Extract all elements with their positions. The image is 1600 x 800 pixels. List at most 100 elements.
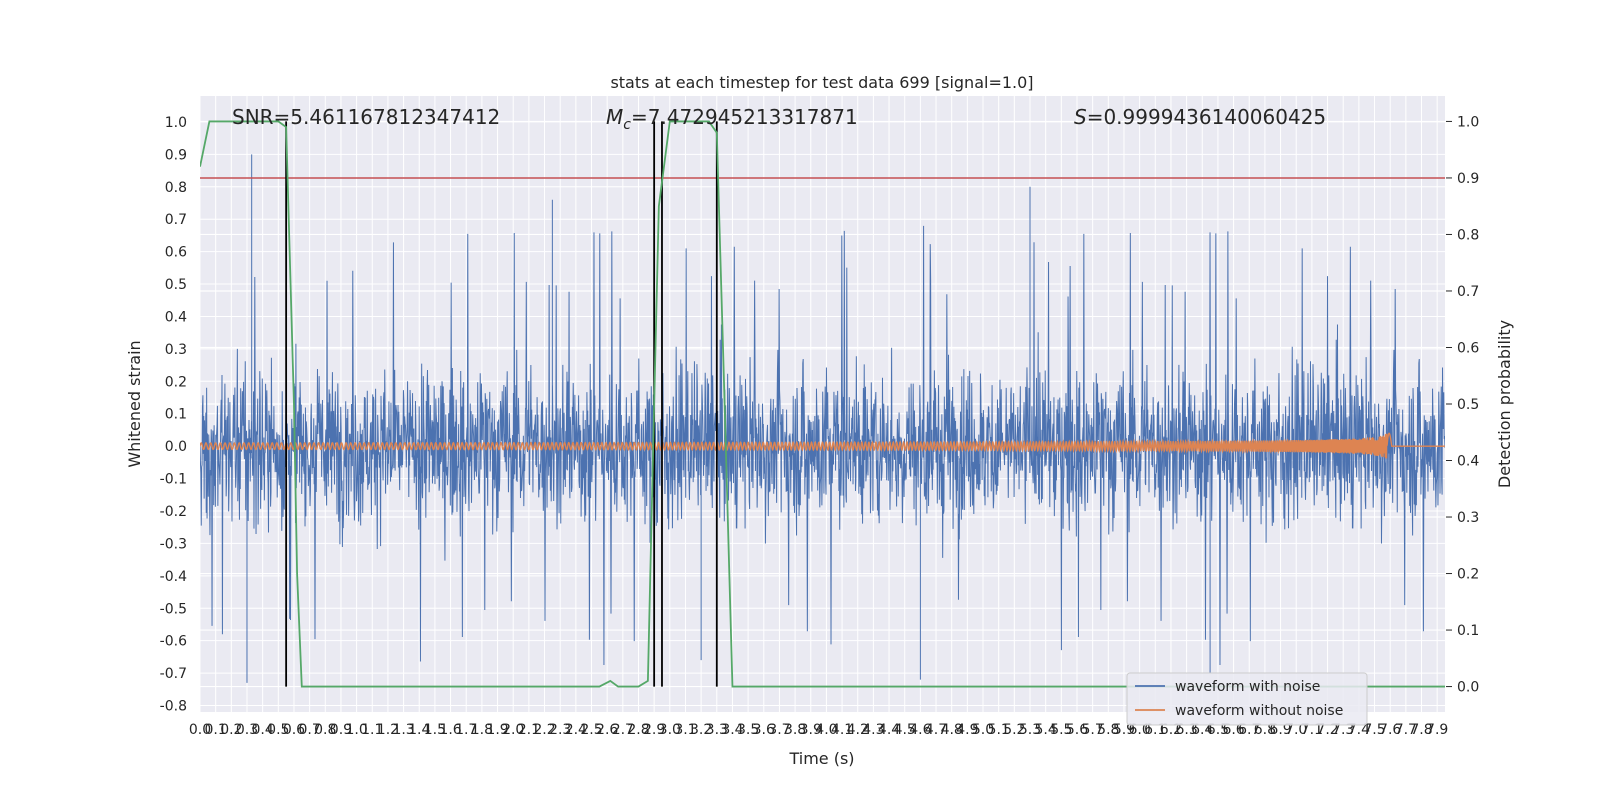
series-detection-probability bbox=[200, 120, 1445, 688]
x-tick-label: 4.5 bbox=[894, 722, 916, 738]
x-tick-label: 4.6 bbox=[909, 722, 931, 738]
x-tick-label: 2.9 bbox=[643, 722, 665, 738]
x-tick-label: 2.7 bbox=[612, 722, 634, 738]
x-tick-label: 0.7 bbox=[298, 722, 320, 738]
s-value: =0.9999436140060425 bbox=[1087, 105, 1326, 129]
x-tick-label: 7.4 bbox=[1348, 722, 1370, 738]
y-tick-label: 0.4 bbox=[165, 309, 187, 325]
y-tick-label: 0.2 bbox=[165, 374, 187, 390]
x-axis-label: Time (s) bbox=[788, 749, 854, 768]
x-tick-label: 4.7 bbox=[925, 722, 947, 738]
x-tick-label: 5.1 bbox=[988, 722, 1010, 738]
x-tick-label: 7.3 bbox=[1332, 722, 1354, 738]
x-tick-label: 0.8 bbox=[314, 722, 336, 738]
y-tick-label: -0.3 bbox=[160, 536, 187, 552]
x-tick-label: 3.6 bbox=[753, 722, 775, 738]
x-tick-label: 1.1 bbox=[361, 722, 383, 738]
x-tick-label: 1.0 bbox=[345, 722, 367, 738]
y2-tick-label: 0.3 bbox=[1457, 510, 1479, 526]
x-tick-label: 1.8 bbox=[471, 722, 493, 738]
x-tick-label: 3.9 bbox=[800, 722, 822, 738]
legend-label-clean: waveform without noise bbox=[1175, 703, 1343, 719]
mc-subscript: c bbox=[623, 117, 631, 133]
x-tick-label: 4.0 bbox=[815, 722, 837, 738]
x-tick-label: 0.2 bbox=[220, 722, 242, 738]
x-tick-label: 5.6 bbox=[1066, 722, 1088, 738]
x-tick-label: 2.2 bbox=[533, 722, 555, 738]
legend-box bbox=[1126, 672, 1368, 726]
x-tick-label: 0.0 bbox=[189, 722, 211, 738]
x-tick-label: 2.1 bbox=[518, 722, 540, 738]
x-tick-label: 3.8 bbox=[784, 722, 806, 738]
x-tick-label: 0.6 bbox=[283, 722, 305, 738]
y-tick-label: 0.3 bbox=[165, 342, 187, 358]
y-tick-label: -0.2 bbox=[160, 504, 187, 520]
x-tick-label: 4.9 bbox=[956, 722, 978, 738]
y-tick-label: -0.4 bbox=[160, 569, 187, 585]
chart-title: stats at each timestep for test data 699… bbox=[610, 73, 1033, 92]
y2-tick-label: 0.9 bbox=[1457, 171, 1479, 187]
x-tick-label: 4.8 bbox=[941, 722, 963, 738]
y-tick-label: 0.0 bbox=[165, 439, 187, 455]
y-tick-label: 0.1 bbox=[165, 407, 187, 423]
x-tick-label: 3.2 bbox=[690, 722, 712, 738]
x-tick-label: 0.4 bbox=[252, 722, 274, 738]
x-tick-label: 2.6 bbox=[596, 722, 618, 738]
x-tick-label: 1.2 bbox=[377, 722, 399, 738]
y-tick-label: -0.1 bbox=[160, 472, 187, 488]
x-ticks: 0.00.10.20.30.40.50.60.70.80.91.01.11.21… bbox=[189, 722, 1448, 738]
x-tick-label: 3.0 bbox=[659, 722, 681, 738]
x-tick-label: 6.7 bbox=[1238, 722, 1260, 738]
x-tick-label: 2.8 bbox=[627, 722, 649, 738]
snr-annotation: SNR=5.461167812347412 bbox=[232, 105, 500, 129]
x-tick-label: 0.3 bbox=[236, 722, 258, 738]
y2-tick-label: 0.5 bbox=[1457, 397, 1479, 413]
y-ticks: -0.8 -0.7 -0.6 -0.5 -0.4 -0.3 -0.2 -0.1 0.0 0.1 0.… bbox=[160, 115, 187, 715]
mc-symbol: M bbox=[606, 105, 623, 129]
x-tick-label: 0.1 bbox=[205, 722, 227, 738]
y2-tick-label: 0.8 bbox=[1457, 227, 1479, 243]
y-tick-label: -0.6 bbox=[160, 634, 187, 650]
y2-tick-label: 0.7 bbox=[1457, 284, 1479, 300]
x-tick-label: 2.4 bbox=[565, 722, 587, 738]
x-tick-label: 2.3 bbox=[549, 722, 571, 738]
x-tick-label: 7.7 bbox=[1395, 722, 1417, 738]
y-axis-label: Whitened strain bbox=[125, 340, 144, 467]
y2-tick-label: 1.0 bbox=[1457, 114, 1479, 130]
x-tick-label: 5.8 bbox=[1097, 722, 1119, 738]
x-tick-label: 2.0 bbox=[502, 722, 524, 738]
y2-tick-label: 0.0 bbox=[1457, 680, 1479, 696]
x-tick-label: 7.0 bbox=[1285, 722, 1307, 738]
x-tick-label: 7.6 bbox=[1379, 722, 1401, 738]
x-tick-label: 5.9 bbox=[1113, 722, 1135, 738]
x-tick-label: 1.7 bbox=[455, 722, 477, 738]
x-tick-label: 4.3 bbox=[862, 722, 884, 738]
y-tick-label: -0.8 bbox=[160, 699, 187, 715]
y-tick-label: 0.5 bbox=[165, 277, 187, 293]
x-tick-label: 1.5 bbox=[424, 722, 446, 738]
x-tick-label: 6.5 bbox=[1207, 722, 1229, 738]
x-tick-label: 7.9 bbox=[1426, 722, 1448, 738]
y2-ticks: 0.0 0.1 0.2 0.3 0.4 0.5 0.6 0.7 0.8 0.9 1.0 bbox=[1446, 114, 1479, 696]
series-waveform-with-noise bbox=[200, 154, 1445, 683]
s-symbol: S bbox=[1074, 105, 1087, 129]
y-tick-label: -0.7 bbox=[160, 666, 187, 682]
x-tick-label: 6.8 bbox=[1254, 722, 1276, 738]
y2-tick-label: 0.1 bbox=[1457, 623, 1479, 639]
x-tick-label: 6.3 bbox=[1175, 722, 1197, 738]
x-tick-label: 4.4 bbox=[878, 722, 900, 738]
y2-tick-label: 0.4 bbox=[1457, 454, 1479, 470]
mc-value: =7.472945213317871 bbox=[631, 105, 858, 129]
x-tick-label: 5.7 bbox=[1082, 722, 1104, 738]
x-tick-label: 1.6 bbox=[439, 722, 461, 738]
s-annotation: S=0.9999436140060425 bbox=[1074, 105, 1326, 129]
legend: waveform with noise waveform without noi… bbox=[1126, 672, 1368, 726]
y-tick-label: 0.6 bbox=[165, 245, 187, 261]
y-tick-label: -0.5 bbox=[160, 601, 187, 617]
x-tick-label: 6.2 bbox=[1160, 722, 1182, 738]
x-tick-label: 3.7 bbox=[768, 722, 790, 738]
x-tick-label: 7.2 bbox=[1316, 722, 1338, 738]
x-tick-label: 0.5 bbox=[267, 722, 289, 738]
legend-label-noise: waveform with noise bbox=[1175, 679, 1320, 695]
